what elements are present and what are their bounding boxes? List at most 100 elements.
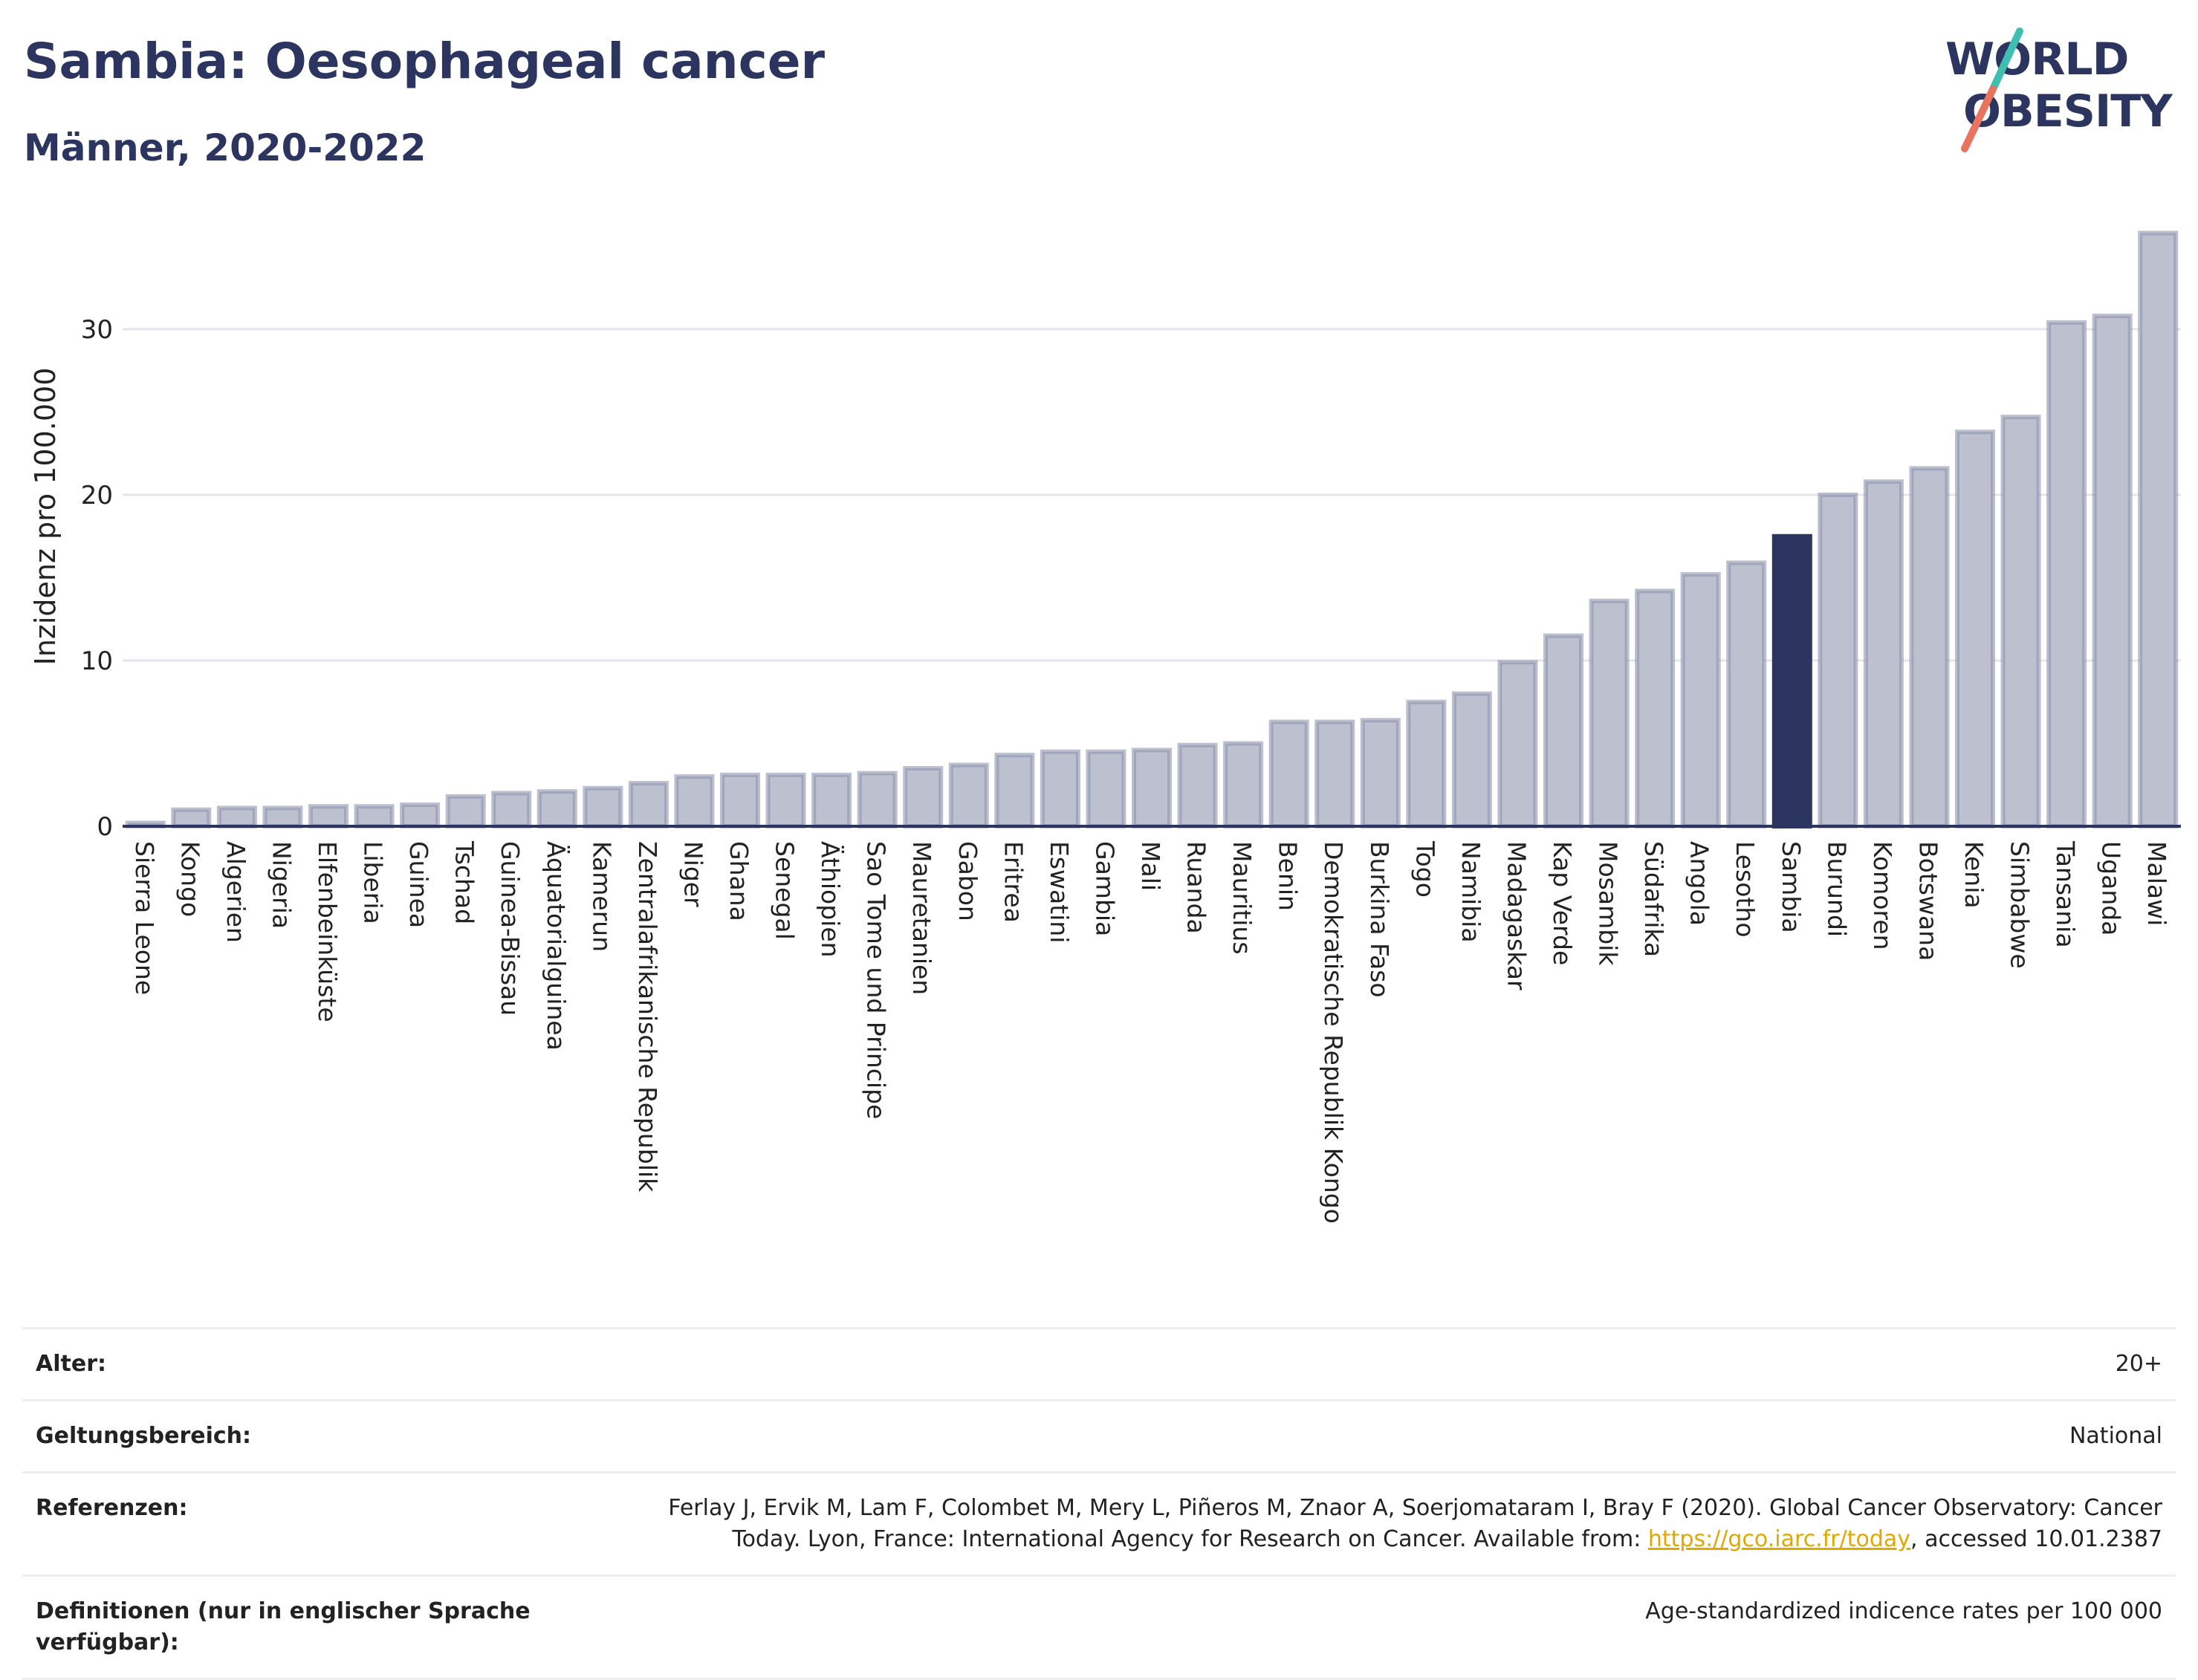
- x-tick-label: Burkina Faso: [1365, 841, 1394, 998]
- bar-angola: [1680, 572, 1721, 828]
- y-tick-label: 10: [81, 646, 113, 676]
- info-value-definitions: Age-standardized indicence rates per 100…: [1645, 1598, 2162, 1624]
- x-tick-label: Ghana: [724, 841, 753, 921]
- bar-kongo: [171, 807, 212, 828]
- bar-mosambik: [1589, 598, 1630, 828]
- bar-chart: 0 10 20 30 Sierra Leone Kongo Algerien Nigeria E…: [29, 230, 2181, 1224]
- x-tick-label: Malawi: [2142, 841, 2171, 926]
- world-obesity-logo: WORLD OBESITY: [1945, 27, 2174, 152]
- bar-mali: [1131, 747, 1173, 828]
- bar-sambia: [1771, 533, 1812, 828]
- bar-ruanda: [1177, 742, 1218, 828]
- x-tick-label: Mauritius: [1228, 841, 1257, 955]
- x-tick-label: Kap Verde: [1548, 841, 1577, 965]
- x-tick-label: Guinea-Bissau: [496, 841, 525, 1016]
- bar-guinea: [400, 802, 441, 829]
- x-tick-label: Sambia: [1777, 841, 1806, 933]
- bar-kenia: [1954, 429, 1996, 828]
- x-tick-label: Uganda: [2097, 841, 2126, 935]
- bar-guinea-bissau: [491, 791, 532, 829]
- bar-lesotho: [1726, 560, 1767, 828]
- x-tick-label: Mauretanien: [907, 841, 936, 995]
- bar-eritrea: [994, 753, 1035, 828]
- y-tick-label: 0: [97, 812, 113, 842]
- x-tick-label: Tschad: [450, 840, 479, 924]
- info-label-age: Alter:: [36, 1351, 106, 1377]
- bar-namibia: [1451, 691, 1492, 828]
- bar-eswatini: [1040, 749, 1080, 829]
- bar-mauretanien: [903, 765, 944, 828]
- bar-togo: [1406, 699, 1447, 828]
- bar-niger: [674, 774, 715, 828]
- bar-zentralafrikanische-republik: [628, 781, 669, 829]
- x-tick-label: Südafrika: [1639, 841, 1668, 957]
- logo-line1: WORLD: [1945, 33, 2128, 85]
- bar-burundi: [1818, 493, 1858, 828]
- bar-tansania: [2046, 320, 2087, 828]
- x-tick-label: Simbabwe: [2006, 841, 2035, 969]
- reference-line1: Ferlay J, Ervik M, Lam F, Colombet M, Me…: [668, 1495, 2162, 1521]
- x-tick-label: Eritrea: [999, 841, 1028, 923]
- x-tick-label: Gambia: [1090, 841, 1119, 936]
- x-tick-label: Sierra Leone: [130, 841, 159, 995]
- info-label-scope: Geltungsbereich:: [36, 1423, 252, 1449]
- bar-benin: [1268, 719, 1309, 829]
- x-tick-label: Tansania: [2051, 840, 2080, 948]
- x-tick-label: Ruanda: [1182, 841, 1211, 934]
- bar-ghana: [719, 772, 761, 828]
- bar-kap-verde: [1543, 633, 1584, 828]
- logo-line2: OBESITY: [1963, 85, 2173, 137]
- x-tick-label: Burundi: [1822, 841, 1851, 937]
- y-axis-label: Inzidenz pro 100.000: [29, 368, 62, 666]
- x-tick-label: Zentralafrikanische Republik: [633, 841, 662, 1193]
- x-tick-label: Angola: [1685, 841, 1714, 926]
- x-tick-label: Guinea: [404, 841, 433, 928]
- info-value-age: 20+: [2115, 1351, 2162, 1377]
- x-tick-label: Togo: [1410, 840, 1439, 898]
- x-tick-label: Elfenbeinküste: [313, 841, 342, 1022]
- x-tick-label: Mosambik: [1594, 841, 1623, 966]
- bar-südafrika: [1635, 588, 1676, 829]
- bar-tschad: [445, 794, 486, 828]
- bar-uganda: [2092, 314, 2133, 829]
- bar-elfenbeinküste: [308, 804, 349, 828]
- x-tick-label: Komoren: [1868, 841, 1897, 950]
- x-tick-label: Madagaskar: [1502, 841, 1531, 990]
- bar-mauritius: [1223, 741, 1264, 828]
- bar-algerien: [216, 805, 257, 828]
- x-tick-label: Mali: [1136, 841, 1165, 891]
- bar-malawi: [2138, 230, 2179, 829]
- x-tick-label: Sao Tome und Principe: [862, 841, 891, 1119]
- info-row-age: Alter: 20+: [22, 1327, 2176, 1399]
- bar-madagaskar: [1497, 660, 1538, 828]
- info-value-scope: National: [2069, 1423, 2162, 1449]
- x-tick-label: Äthiopien: [816, 841, 845, 958]
- x-tick-label: Algerien: [221, 841, 250, 943]
- bar-sao-tome-und-principe: [857, 771, 898, 829]
- info-label-references: Referenzen:: [36, 1495, 188, 1521]
- x-tick-label: Kongo: [175, 841, 204, 917]
- y-tick-label: 20: [81, 481, 113, 510]
- info-value-references: Ferlay J, Ervik M, Lam F, Colombet M, Me…: [556, 1493, 2162, 1555]
- reference-line2: Today. Lyon, France: International Agenc…: [732, 1526, 1648, 1552]
- info-row-references: Referenzen: Ferlay J, Ervik M, Lam F, Co…: [22, 1471, 2176, 1574]
- info-row-scope: Geltungsbereich: National: [22, 1399, 2176, 1471]
- x-tick-label: Kenia: [1959, 841, 1988, 909]
- tick-labels: 0 10 20 30 Sierra Leone Kongo Algerien Nigeria E…: [81, 315, 2171, 1224]
- bar-nigeria: [262, 805, 303, 828]
- x-tick-label: Demokratische Republik Kongo: [1319, 841, 1348, 1224]
- x-tick-label: Äquatorialguinea: [542, 841, 571, 1051]
- x-tick-label: Kamerun: [587, 841, 616, 952]
- logo-slash-red: [1961, 85, 1997, 152]
- bar-demokratische-republik-kongo: [1314, 719, 1355, 829]
- reference-accessed: , accessed 10.01.2387: [1910, 1526, 2162, 1552]
- x-tick-label: Niger: [678, 841, 707, 907]
- bar-botswana: [1909, 466, 1950, 828]
- x-tick-label: Benin: [1274, 841, 1303, 911]
- reference-link[interactable]: https://gco.iarc.fr/today: [1647, 1526, 1911, 1552]
- info-label-definitions: Definitionen (nur in englischer Sprache …: [36, 1598, 531, 1655]
- bar-äthiopien: [811, 772, 852, 828]
- info-row-definitions: Definitionen (nur in englischer Sprache …: [22, 1574, 2176, 1680]
- x-tick-label: Botswana: [1913, 841, 1942, 961]
- logo-slash-teal: [1989, 27, 2023, 93]
